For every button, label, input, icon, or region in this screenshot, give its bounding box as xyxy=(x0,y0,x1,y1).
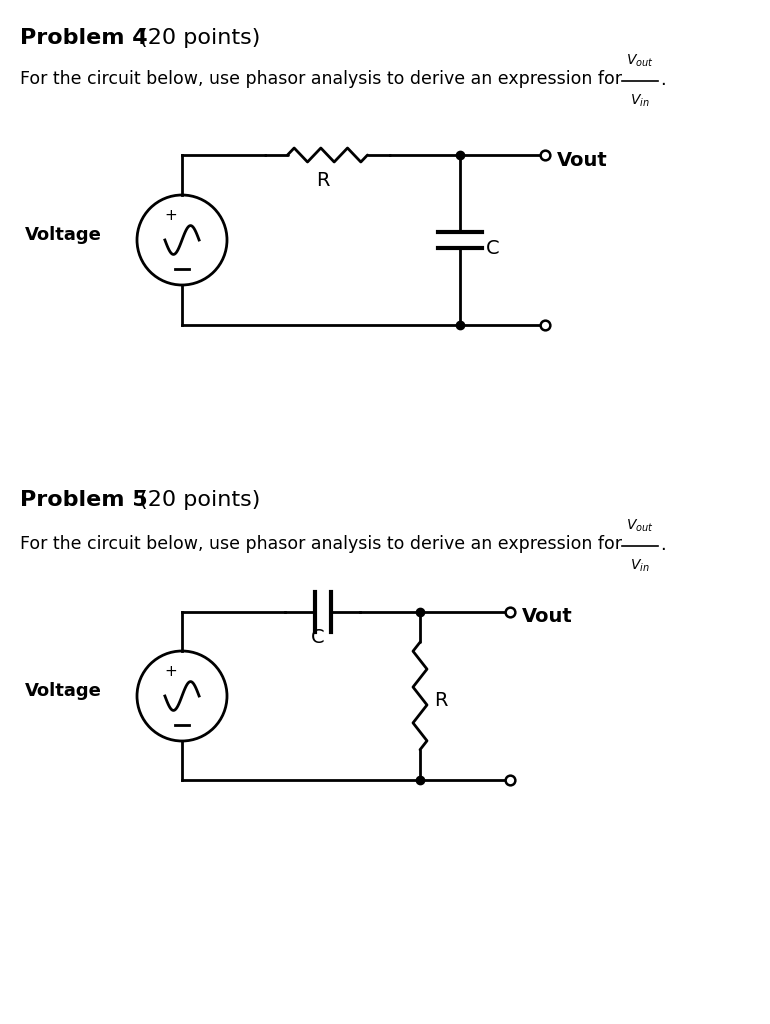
Text: $\mathit{V}_{out}$: $\mathit{V}_{out}$ xyxy=(626,52,654,69)
Text: .: . xyxy=(660,71,666,89)
Text: Problem 5: Problem 5 xyxy=(20,490,148,510)
Text: R: R xyxy=(434,691,447,711)
Text: +: + xyxy=(164,664,177,679)
Text: $\mathit{V}_{in}$: $\mathit{V}_{in}$ xyxy=(630,93,650,110)
Text: Voltage: Voltage xyxy=(25,682,102,700)
Text: C: C xyxy=(486,239,500,257)
Text: Voltage: Voltage xyxy=(25,226,102,244)
Text: R: R xyxy=(316,171,330,190)
Text: Vout: Vout xyxy=(557,151,608,170)
Text: (20 points): (20 points) xyxy=(132,490,260,510)
Text: For the circuit below, use phasor analysis to derive an expression for: For the circuit below, use phasor analys… xyxy=(20,70,628,88)
Text: $\mathit{V}_{out}$: $\mathit{V}_{out}$ xyxy=(626,517,654,534)
Text: Vout: Vout xyxy=(522,607,573,627)
Text: C: C xyxy=(310,628,324,647)
Text: (20 points): (20 points) xyxy=(132,28,260,48)
Text: Problem 4: Problem 4 xyxy=(20,28,148,48)
Text: .: . xyxy=(660,536,666,554)
Text: For the circuit below, use phasor analysis to derive an expression for: For the circuit below, use phasor analys… xyxy=(20,535,628,553)
Text: $\mathit{V}_{in}$: $\mathit{V}_{in}$ xyxy=(630,558,650,574)
Text: +: + xyxy=(164,208,177,223)
